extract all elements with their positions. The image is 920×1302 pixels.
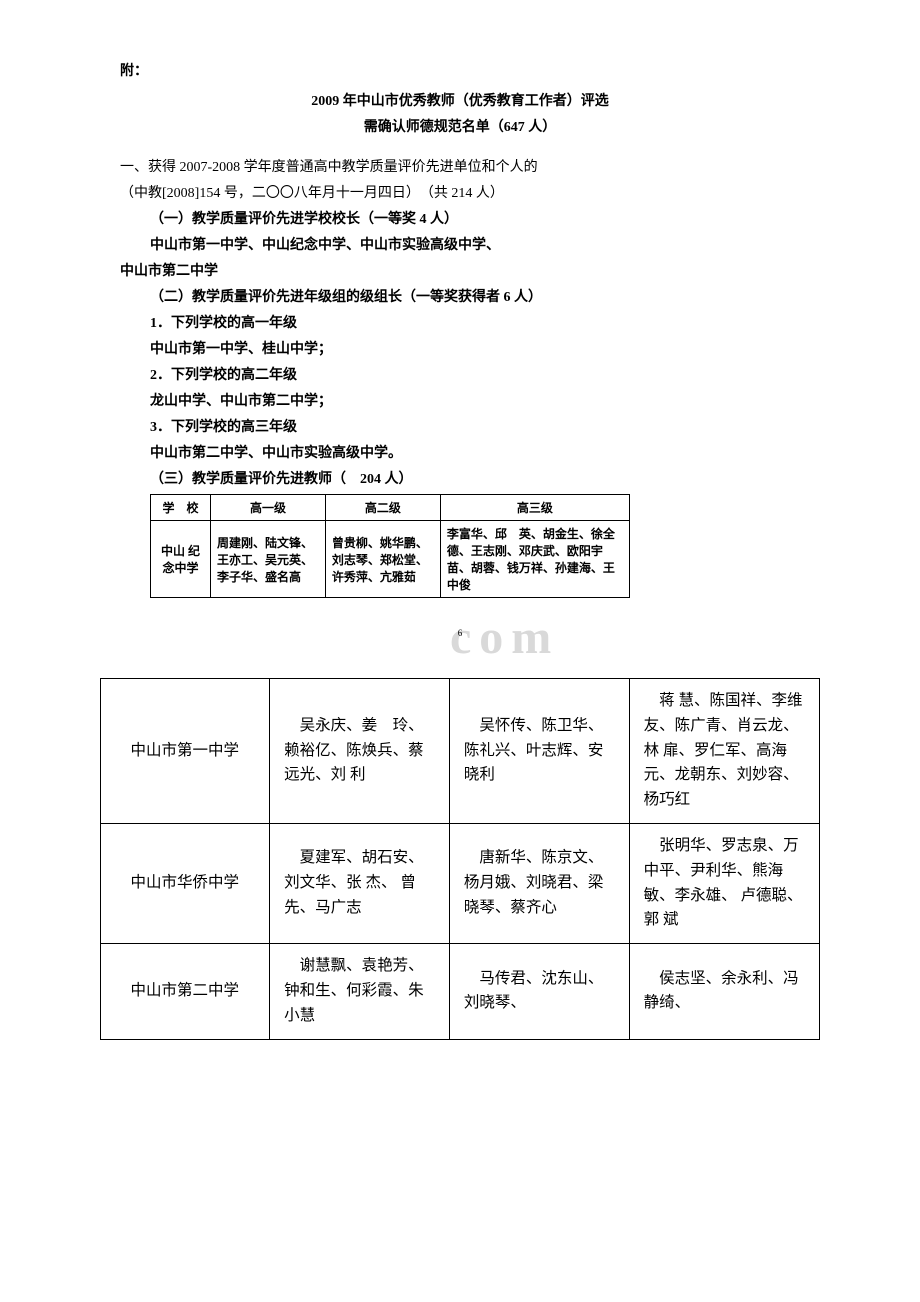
cell-col3: 侯志坚、余永利、冯静绮、 xyxy=(629,944,819,1039)
table-header-row: 学 校 高一级 高二级 高三级 xyxy=(151,495,630,521)
cell-grade1: 周建刚、陆文锋、王亦工、吴元英、李子华、盛名高 xyxy=(211,521,326,598)
cell-col3: 张明华、罗志泉、万中平、尹利华、熊海敏、李永雄、 卢德聪、郭 斌 xyxy=(629,823,819,943)
header-grade2: 高二级 xyxy=(325,495,440,521)
cell-col2: 唐新华、陈京文、杨月娥、刘晓君、梁晓琴、蔡齐心 xyxy=(449,823,629,943)
header-grade1: 高一级 xyxy=(211,495,326,521)
cell-grade3: 李富华、邱 英、胡金生、徐全德、王志刚、邓庆武、欧阳宇苗、胡蓉、钱万祥、孙建海、… xyxy=(440,521,629,598)
section2-item1-schools: 中山市第一中学、桂山中学； xyxy=(150,338,820,358)
table-row: 中山市第一中学 吴永庆、姜 玲、赖裕亿、陈焕兵、蔡远光、刘 利 吴怀传、陈卫华、… xyxy=(101,679,820,824)
section2-item3-label: 3．下列学校的高三年级 xyxy=(150,416,820,436)
cell-school: 中山市华侨中学 xyxy=(101,823,270,943)
intro-line-1: 一、获得 2007-2008 学年度普通高中教学质量评价先进单位和个人的 xyxy=(120,156,820,176)
cell-col1: 吴永庆、姜 玲、赖裕亿、陈焕兵、蔡远光、刘 利 xyxy=(270,679,450,824)
teachers-small-table: 学 校 高一级 高二级 高三级 中山 纪念中学 周建刚、陆文锋、王亦工、吴元英、… xyxy=(150,494,630,598)
prefix-label: 附： xyxy=(120,60,820,80)
cell-col3: 蒋 慧、陈国祥、李维友、陈广青、肖云龙、林 扉、罗仁军、高海元、龙朝东、刘妙容、… xyxy=(629,679,819,824)
page-number: 6 xyxy=(100,628,820,638)
section2-item1-label: 1．下列学校的高一年级 xyxy=(150,312,820,332)
section1-heading: （一）教学质量评价先进学校校长（一等奖 4 人） xyxy=(150,208,820,228)
section2-item2-schools: 龙山中学、中山市第二中学； xyxy=(150,390,820,410)
section1-schools-2: 中山市第二中学 xyxy=(120,260,820,280)
cell-school: 中山市第二中学 xyxy=(101,944,270,1039)
table-row: 中山市华侨中学 夏建军、胡石安、刘文华、张 杰、 曾 先、马广志 唐新华、陈京文… xyxy=(101,823,820,943)
subtitle: 需确认师德规范名单（647 人） xyxy=(100,116,820,136)
intro-line-2: （中教[2008]154 号，二〇〇八年月十一月四日） （共 214 人） xyxy=(120,182,820,202)
section2-item2-label: 2．下列学校的高二年级 xyxy=(150,364,820,384)
cell-col1: 谢慧飘、袁艳芳、钟和生、何彩霞、朱小慧 xyxy=(270,944,450,1039)
cell-grade2: 曾贵柳、姚华鹏、刘志琴、郑松堂、许秀萍、亢雅茹 xyxy=(325,521,440,598)
cell-col2: 吴怀传、陈卫华、陈礼兴、叶志辉、安晓利 xyxy=(449,679,629,824)
section1-schools-1: 中山市第一中学、中山纪念中学、中山市实验高级中学、 xyxy=(150,234,820,254)
title: 2009 年中山市优秀教师（优秀教育工作者）评选 xyxy=(100,90,820,110)
table-row: 中山市第二中学 谢慧飘、袁艳芳、钟和生、何彩霞、朱小慧 马传君、沈东山、刘晓琴、… xyxy=(101,944,820,1039)
header-school: 学 校 xyxy=(151,495,211,521)
section2-heading: （二）教学质量评价先进年级组的级组长（一等奖获得者 6 人） xyxy=(150,286,820,306)
table-row: 中山 纪念中学 周建刚、陆文锋、王亦工、吴元英、李子华、盛名高 曾贵柳、姚华鹏、… xyxy=(151,521,630,598)
cell-col1: 夏建军、胡石安、刘文华、张 杰、 曾 先、马广志 xyxy=(270,823,450,943)
cell-school: 中山市第一中学 xyxy=(101,679,270,824)
section2-item3-schools: 中山市第二中学、中山市实验高级中学。 xyxy=(150,442,820,462)
header-grade3: 高三级 xyxy=(440,495,629,521)
teachers-big-table: 中山市第一中学 吴永庆、姜 玲、赖裕亿、陈焕兵、蔡远光、刘 利 吴怀传、陈卫华、… xyxy=(100,678,820,1040)
section3-heading: （三）教学质量评价先进教师（ 204 人） xyxy=(150,468,820,488)
cell-school: 中山 纪念中学 xyxy=(151,521,211,598)
cell-col2: 马传君、沈东山、刘晓琴、 xyxy=(449,944,629,1039)
